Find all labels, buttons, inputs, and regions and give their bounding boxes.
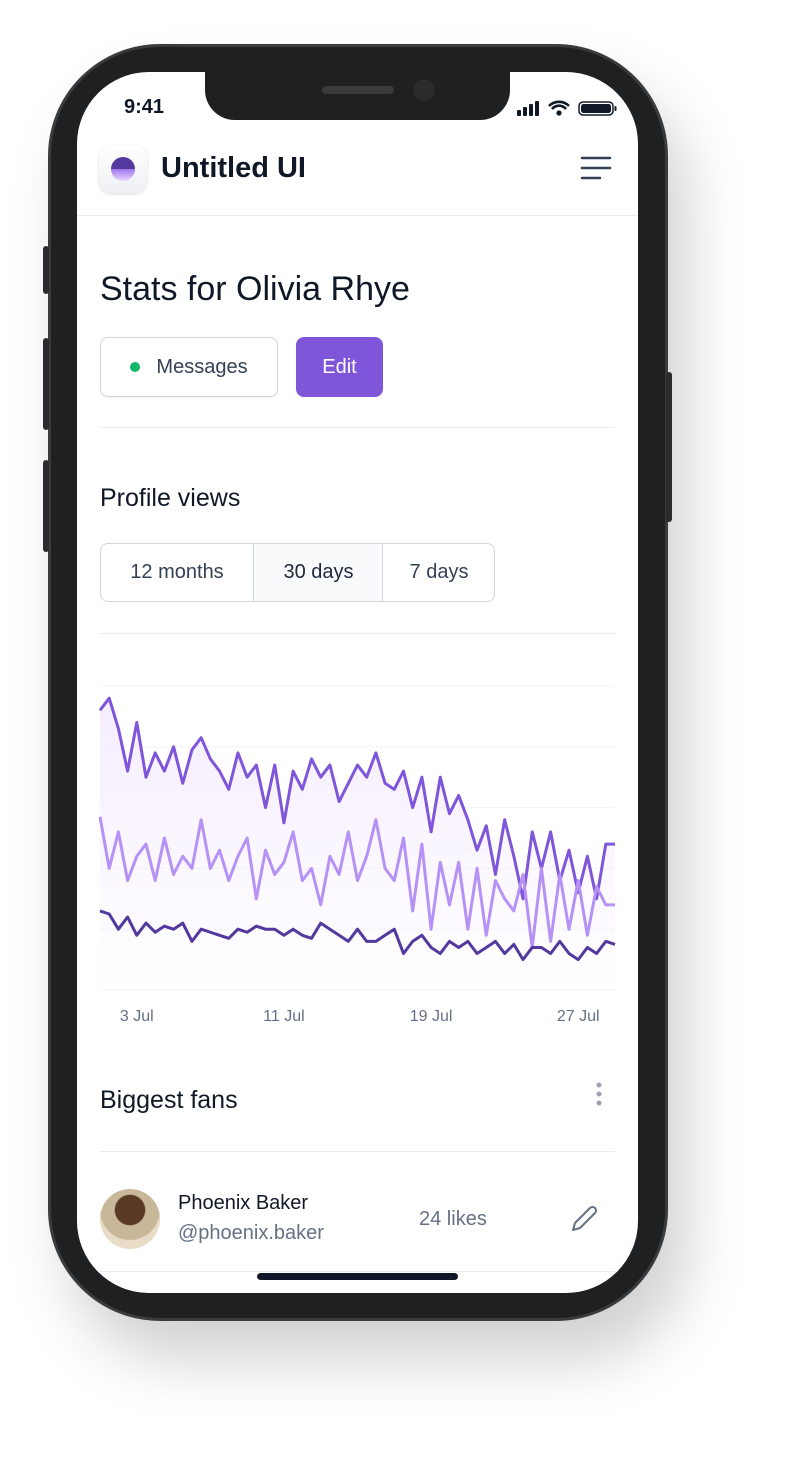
side-button [43, 338, 49, 430]
messages-button[interactable]: Messages [100, 337, 278, 397]
fan-name: Phoenix Baker [178, 1192, 309, 1214]
x-tick-label: 11 Jul [263, 1008, 305, 1025]
side-button [666, 372, 672, 522]
logo [99, 145, 147, 193]
tab[interactable]: 7 days [382, 544, 494, 601]
status-time: 9:41 [124, 96, 165, 118]
tab[interactable]: 30 days [253, 544, 383, 601]
x-tick-label: 3 Jul [120, 1008, 154, 1025]
line [99, 696, 615, 901]
page-title: Stats for Olivia Rhye [100, 270, 410, 308]
brand: Untitled UI [161, 152, 306, 184]
divider [100, 1271, 615, 1272]
x-tick-label: 27 Jul [557, 1008, 600, 1025]
side-button [43, 246, 49, 294]
tab[interactable]: 12 months [130, 561, 224, 583]
button-label: Edit [322, 355, 357, 378]
fan-handle: @phoenix.baker [178, 1222, 324, 1244]
status-dot [130, 362, 141, 372]
area [100, 698, 615, 990]
tab-group: 12 months 30 days 7 days [100, 543, 495, 602]
edit-button[interactable]: Edit [296, 337, 383, 397]
speaker [322, 86, 394, 94]
divider [100, 633, 615, 634]
section-title: Biggest fans [100, 1086, 238, 1114]
button-label: Messages [156, 355, 248, 378]
edit-icon[interactable] [569, 1204, 599, 1234]
side-button [43, 460, 49, 552]
x-tick-label: 19 Jul [410, 1008, 453, 1025]
line [99, 909, 616, 962]
status-icons [517, 100, 617, 116]
chart: 3 Jul 11 Jul 19 Jul 27 Jul [99, 685, 616, 1025]
divider [100, 1151, 615, 1152]
camera [413, 79, 435, 101]
more-button[interactable] [593, 1082, 605, 1108]
divider [100, 427, 615, 428]
notch [205, 72, 510, 120]
fan-likes: 24 likes [419, 1208, 487, 1230]
menu-button[interactable] [580, 156, 612, 182]
avatar [100, 1189, 160, 1249]
section-title: Profile views [100, 484, 241, 512]
line [99, 816, 615, 949]
divider [77, 215, 638, 216]
home-indicator [257, 1273, 458, 1280]
screen: 9:41 Untitled UI Stats for Olivia Rhye M… [77, 72, 638, 1293]
